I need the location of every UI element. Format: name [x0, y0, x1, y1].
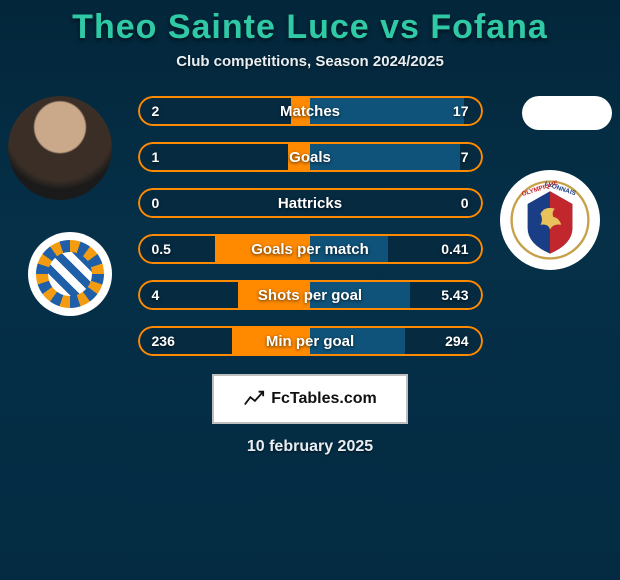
stat-label: Shots per goal [138, 280, 483, 310]
stat-value-left: 1 [152, 142, 160, 172]
page-subtitle: Club competitions, Season 2024/2025 [0, 53, 620, 70]
lyon-badge-icon: OLYMPIQUE LYONNAIS [510, 180, 590, 260]
stat-value-right: 294 [445, 326, 468, 356]
stat-value-left: 4 [152, 280, 160, 310]
stat-label: Hattricks [138, 188, 483, 218]
stat-label: Min per goal [138, 326, 483, 356]
stat-label: Matches [138, 96, 483, 126]
stat-row: Goals per match0.5 0.41 [138, 234, 483, 264]
stat-label: Goals per match [138, 234, 483, 264]
stat-value-left: 0 [152, 188, 160, 218]
source-badge: FcTables.com [212, 374, 408, 424]
stat-row: Hattricks0 0 [138, 188, 483, 218]
stat-value-right: 7 [461, 142, 469, 172]
source-label: FcTables.com [271, 390, 377, 408]
stat-row: Matches2 17 [138, 96, 483, 126]
stat-row: Min per goal236 294 [138, 326, 483, 356]
stat-row: Goals1 7 [138, 142, 483, 172]
stat-row: Shots per goal4 5.43 [138, 280, 483, 310]
page-title: Theo Sainte Luce vs Fofana [0, 0, 620, 47]
stat-value-right: 5.43 [441, 280, 468, 310]
stat-value-left: 2 [152, 96, 160, 126]
player1-club-badge [28, 232, 112, 316]
stat-value-left: 236 [152, 326, 175, 356]
player1-avatar [8, 96, 112, 200]
stat-value-right: 0.41 [441, 234, 468, 264]
stat-value-right: 17 [453, 96, 469, 126]
comparison-panel: OLYMPIQUE LYONNAIS Matches217Goals17Hatt… [0, 96, 620, 456]
player2-avatar [522, 96, 612, 130]
stat-bars: Matches217Goals17Hattricks00Goals per ma… [138, 96, 483, 356]
stat-value-left: 0.5 [152, 234, 171, 264]
snapshot-date: 10 february 2025 [0, 438, 620, 456]
player2-club-badge: OLYMPIQUE LYONNAIS [500, 170, 600, 270]
chart-icon [243, 388, 265, 410]
stat-label: Goals [138, 142, 483, 172]
stat-value-right: 0 [461, 188, 469, 218]
